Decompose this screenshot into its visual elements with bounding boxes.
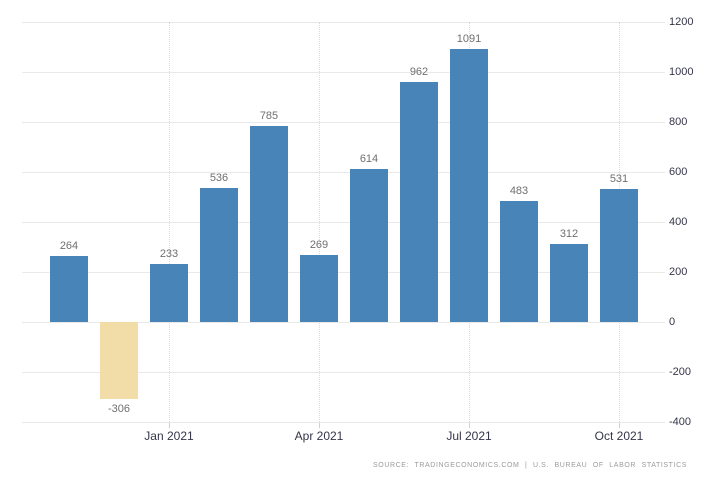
grid-line-horizontal: [22, 72, 665, 73]
grid-line-horizontal: [22, 222, 665, 223]
bar[interactable]: [300, 254, 338, 322]
bar-value-label: 614: [359, 152, 379, 165]
x-axis-tick: [319, 423, 320, 428]
y-axis-tick-label: 600: [669, 166, 688, 178]
grid-line-vertical-quarter: [319, 22, 320, 422]
bar[interactable]: [550, 244, 588, 322]
bar[interactable]: [100, 322, 138, 399]
y-axis-tick-label: 1200: [669, 16, 694, 28]
x-axis-tick-label: Jan 2021: [144, 429, 194, 443]
grid-line-vertical-quarter: [169, 22, 170, 422]
source-attribution: SOURCE: TRADINGECONOMICS.COM | U.S. BURE…: [373, 462, 687, 469]
grid-line-horizontal: [22, 372, 665, 373]
bar[interactable]: [350, 168, 388, 322]
bar[interactable]: [250, 125, 288, 322]
bar-value-label: 962: [409, 65, 429, 78]
x-axis-tick-label: Oct 2021: [594, 429, 644, 443]
y-axis-tick-label: 0: [669, 316, 676, 328]
bar-value-label: -306: [107, 402, 131, 415]
bar[interactable]: [50, 256, 88, 322]
x-axis-tick: [619, 423, 620, 428]
y-axis-tick-label: 400: [669, 216, 688, 228]
bar[interactable]: [400, 81, 438, 322]
bar-value-label: 312: [559, 228, 579, 240]
x-axis-tick-label: Jul 2021: [446, 429, 492, 443]
y-axis-tick-label: 1000: [669, 66, 694, 78]
y-axis-tick-label: -400: [669, 416, 692, 428]
bar-value-label: 1091: [456, 33, 482, 46]
bar-value-label: 233: [159, 247, 179, 260]
bar[interactable]: [450, 49, 488, 322]
grid-line-horizontal: [22, 422, 665, 423]
bar-value-label: 785: [259, 109, 279, 122]
x-axis-tick-label: Apr 2021: [294, 429, 344, 443]
bar-value-label: 264: [59, 240, 79, 252]
bar-value-label: 483: [509, 185, 529, 198]
bar[interactable]: [600, 189, 638, 322]
bar-value-label: 269: [309, 238, 329, 251]
bar[interactable]: [500, 201, 538, 322]
x-axis-tick: [469, 423, 470, 428]
x-axis-tick: [169, 423, 170, 428]
y-axis-tick-label: -200: [669, 366, 692, 378]
grid-line-horizontal: [22, 22, 665, 23]
bar[interactable]: [150, 263, 188, 322]
grid-line-horizontal: [22, 122, 665, 123]
y-axis-tick-label: 800: [669, 116, 688, 128]
grid-line-horizontal: [22, 172, 665, 173]
bar-value-label: 531: [609, 173, 629, 186]
bar-value-label: 536: [209, 172, 229, 184]
bar[interactable]: [200, 188, 238, 322]
grid-line-horizontal: [22, 322, 665, 323]
grid-line-horizontal: [22, 272, 665, 273]
y-axis-tick-label: 200: [669, 266, 688, 278]
